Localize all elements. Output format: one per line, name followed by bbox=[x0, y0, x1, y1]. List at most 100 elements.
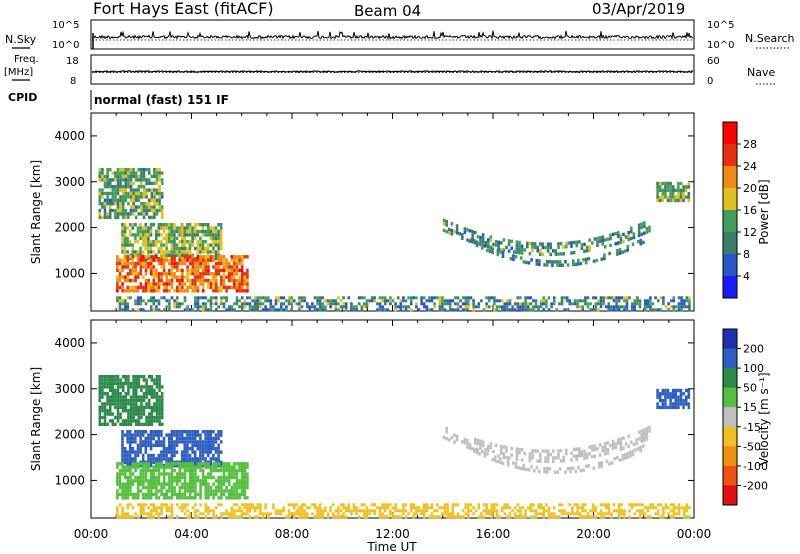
data-cell bbox=[230, 278, 234, 283]
data-cell bbox=[121, 496, 124, 500]
data-cell bbox=[183, 489, 187, 493]
data-cell bbox=[204, 433, 207, 437]
data-cell bbox=[662, 299, 665, 303]
data-cell bbox=[253, 299, 257, 303]
data-cell bbox=[461, 440, 464, 444]
data-cell bbox=[170, 278, 174, 283]
data-cell bbox=[256, 299, 260, 303]
data-cell bbox=[220, 282, 223, 286]
data-cell bbox=[496, 252, 500, 257]
data-cell bbox=[515, 447, 519, 451]
data-cell bbox=[152, 272, 156, 276]
data-cell bbox=[688, 506, 691, 510]
data-cell bbox=[485, 296, 488, 300]
data-cell bbox=[240, 475, 244, 480]
data-cell bbox=[222, 468, 226, 473]
data-cell bbox=[132, 419, 135, 423]
data-cell bbox=[132, 195, 135, 199]
data-cell bbox=[196, 302, 200, 306]
data-cell bbox=[617, 231, 620, 235]
data-cell bbox=[342, 503, 345, 507]
data-cell bbox=[648, 425, 651, 430]
data-cell bbox=[191, 285, 195, 290]
data-cell bbox=[331, 302, 335, 306]
data-cell bbox=[575, 454, 578, 458]
data-cell bbox=[158, 168, 161, 172]
data-cell bbox=[350, 305, 353, 309]
data-cell bbox=[150, 412, 154, 416]
data-cell bbox=[160, 275, 163, 279]
data-cell bbox=[508, 506, 512, 510]
data-cell bbox=[147, 168, 151, 172]
data-cell bbox=[623, 456, 627, 460]
data-cell bbox=[136, 492, 140, 497]
data-cell bbox=[311, 302, 314, 306]
data-cell bbox=[649, 503, 652, 507]
data-cell bbox=[479, 239, 482, 243]
data-cell bbox=[173, 240, 176, 244]
data-cell bbox=[381, 299, 384, 303]
data-cell bbox=[659, 503, 663, 507]
data-cell bbox=[123, 255, 127, 259]
data-cell bbox=[149, 479, 153, 483]
data-cell bbox=[519, 515, 522, 519]
data-cell bbox=[682, 192, 685, 196]
data-cell bbox=[649, 305, 652, 309]
data-cell bbox=[194, 479, 197, 483]
data-cell bbox=[394, 305, 397, 309]
data-cell bbox=[170, 457, 174, 461]
data-cell bbox=[243, 468, 247, 473]
data-cell bbox=[547, 512, 551, 516]
data-cell bbox=[136, 479, 140, 483]
data-cell bbox=[442, 435, 446, 440]
data-cell bbox=[201, 472, 205, 476]
data-cell bbox=[645, 433, 649, 438]
data-cell bbox=[183, 436, 187, 441]
data-cell bbox=[514, 465, 518, 469]
data-cell bbox=[217, 464, 220, 468]
data-cell bbox=[463, 227, 467, 231]
data-cell bbox=[134, 240, 137, 244]
data-cell bbox=[508, 515, 512, 519]
data-cell bbox=[664, 305, 668, 309]
data-cell bbox=[196, 261, 200, 266]
data-cell bbox=[601, 242, 604, 246]
data-cell bbox=[246, 465, 249, 469]
data-cell bbox=[134, 198, 138, 202]
data-cell bbox=[103, 174, 107, 179]
data-cell bbox=[98, 375, 102, 379]
data-cell bbox=[259, 302, 262, 306]
data-cell bbox=[399, 305, 403, 309]
data-cell bbox=[687, 195, 691, 199]
data-cell bbox=[162, 282, 166, 286]
data-cell bbox=[466, 442, 469, 446]
data-cell bbox=[217, 285, 221, 290]
data-cell bbox=[248, 506, 252, 510]
data-cell bbox=[581, 308, 585, 312]
data-cell bbox=[147, 485, 150, 490]
data-cell bbox=[170, 468, 174, 473]
data-cell bbox=[648, 429, 651, 433]
data-cell bbox=[204, 457, 207, 461]
data-cell bbox=[155, 489, 158, 493]
data-cell bbox=[571, 259, 575, 263]
data-cell bbox=[279, 305, 283, 309]
data-cell bbox=[412, 512, 416, 516]
data-cell bbox=[116, 289, 119, 293]
data-cell bbox=[142, 261, 145, 266]
data-cell bbox=[519, 308, 522, 312]
data-cell bbox=[141, 250, 145, 254]
data-cell bbox=[259, 305, 262, 309]
data-cell bbox=[671, 185, 675, 189]
data-cell bbox=[139, 512, 143, 516]
data-cell bbox=[142, 465, 145, 469]
data-cell bbox=[324, 308, 327, 312]
data-cell bbox=[209, 226, 213, 230]
data-cell bbox=[170, 479, 174, 483]
data-cell bbox=[483, 244, 487, 248]
data-cell bbox=[669, 305, 673, 309]
data-cell bbox=[240, 285, 244, 290]
colorbar-swatch bbox=[723, 232, 737, 255]
data-cell bbox=[476, 438, 480, 443]
data-cell bbox=[144, 246, 148, 251]
